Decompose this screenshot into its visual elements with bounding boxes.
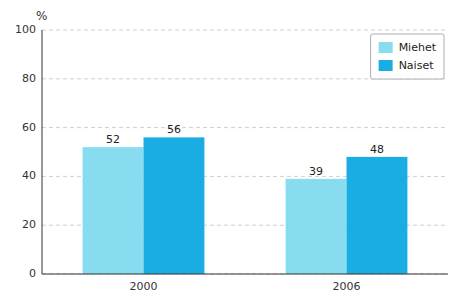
x-tick-label: 2000 — [130, 280, 158, 293]
y-tick-label: 60 — [22, 121, 36, 134]
bar — [144, 137, 205, 274]
legend-label: Naiset — [399, 59, 435, 72]
bar — [83, 147, 144, 274]
y-tick-label: 0 — [29, 267, 36, 280]
bars — [83, 137, 408, 274]
data-label: 48 — [370, 143, 384, 156]
x-tick-label: 2006 — [333, 280, 361, 293]
data-label: 56 — [167, 123, 181, 136]
y-tick-label: 40 — [22, 169, 36, 182]
legend-frame — [371, 34, 444, 79]
legend-swatch — [379, 42, 393, 53]
y-tick-label: 80 — [22, 72, 36, 85]
legend-swatch — [379, 60, 393, 71]
y-axis-line — [42, 30, 43, 274]
y-axis-label: % — [36, 9, 47, 23]
grid-line — [42, 274, 448, 275]
legend: Miehet Naiset — [371, 34, 444, 79]
chart: 0 20 40 60 80 100% 52 39 56 48 2000 2006 Miehet Naise… — [0, 0, 462, 302]
data-label: 52 — [106, 133, 120, 146]
bar — [286, 179, 347, 274]
grid-line — [42, 127, 448, 128]
grid — [42, 30, 448, 274]
legend-label: Miehet — [399, 41, 437, 54]
y-tick-label: 100 — [15, 23, 36, 36]
y-tick-label: 20 — [22, 218, 36, 231]
data-labels: 52 39 56 48 — [106, 123, 384, 177]
grid-line — [42, 30, 448, 31]
bar — [347, 157, 408, 274]
x-axis-line — [42, 274, 448, 275]
data-label: 39 — [309, 165, 323, 178]
chart-container: 0 20 40 60 80 100% 52 39 56 48 2000 2006 Miehet Naise… — [0, 0, 462, 302]
